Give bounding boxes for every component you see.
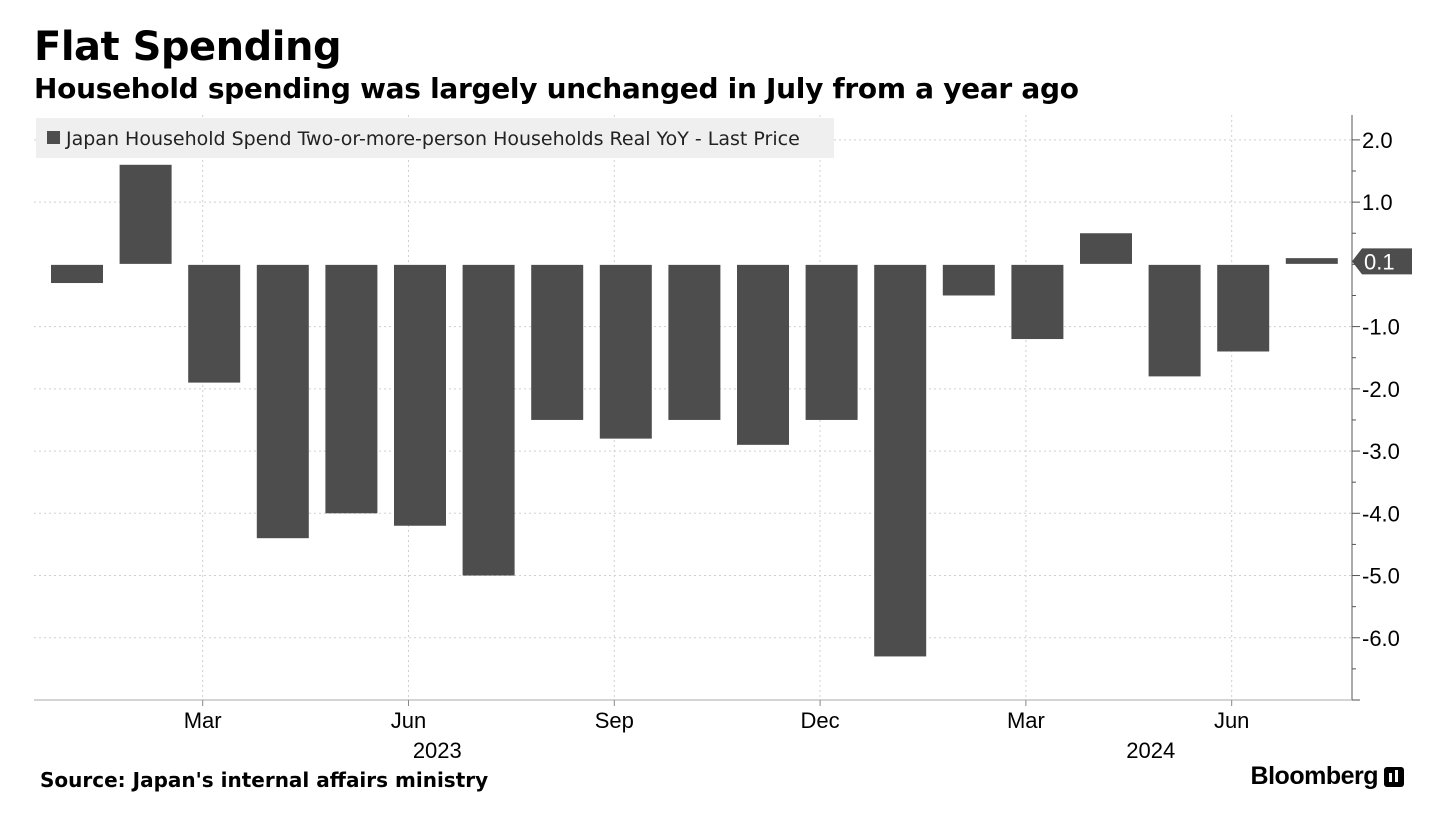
bar xyxy=(256,264,309,539)
bar xyxy=(1080,233,1132,265)
x-tick-label: Mar xyxy=(184,708,222,733)
bar xyxy=(462,264,515,576)
bar xyxy=(1217,264,1270,352)
y-tick-label: -1.0 xyxy=(1362,315,1400,340)
x-tick-label: Dec xyxy=(801,708,840,733)
y-tick-label: 1.0 xyxy=(1362,190,1393,215)
x-year-label: 2023 xyxy=(413,738,462,763)
brand-name: Bloomberg xyxy=(1250,762,1379,790)
bar xyxy=(51,264,103,284)
bar xyxy=(188,264,241,383)
chart-subtitle: Household spending was largely unchanged… xyxy=(34,72,1079,105)
bar xyxy=(531,264,584,420)
y-tick-label: -2.0 xyxy=(1362,377,1400,402)
bar xyxy=(942,264,995,296)
bar xyxy=(325,264,378,514)
source-note: Source: Japan's internal affairs ministr… xyxy=(40,768,489,792)
bar xyxy=(1011,264,1064,340)
x-tick-label: Sep xyxy=(595,708,634,733)
bar xyxy=(805,264,858,420)
x-tick-label: Jun xyxy=(391,708,426,733)
bar xyxy=(119,164,172,265)
y-tick-label: -6.0 xyxy=(1362,626,1400,651)
brand-logo: Bloomberg xyxy=(1251,762,1404,791)
bar xyxy=(737,264,789,445)
last-value-marker xyxy=(1352,248,1412,275)
y-tick-label: -5.0 xyxy=(1362,564,1400,589)
legend-label: Japan Household Spend Two-or-more-person… xyxy=(65,128,800,150)
chart-title: Flat Spending xyxy=(34,24,342,70)
y-tick-label: -3.0 xyxy=(1362,439,1400,464)
x-tick-label: Jun xyxy=(1214,708,1249,733)
last-value-label: 0.1 xyxy=(1364,249,1395,274)
bar xyxy=(1285,258,1338,265)
bar xyxy=(668,264,721,420)
bloomberg-chart-icon xyxy=(1384,766,1404,787)
bar xyxy=(874,264,927,657)
legend-box xyxy=(36,118,834,158)
y-tick-label: -4.0 xyxy=(1362,501,1400,526)
y-tick-label: 2.0 xyxy=(1362,128,1393,153)
bar xyxy=(1148,264,1201,377)
legend-swatch xyxy=(47,131,60,144)
x-year-label: 2024 xyxy=(1126,738,1175,763)
bar xyxy=(394,264,446,526)
x-tick-label: Mar xyxy=(1007,708,1045,733)
bar xyxy=(599,264,652,439)
